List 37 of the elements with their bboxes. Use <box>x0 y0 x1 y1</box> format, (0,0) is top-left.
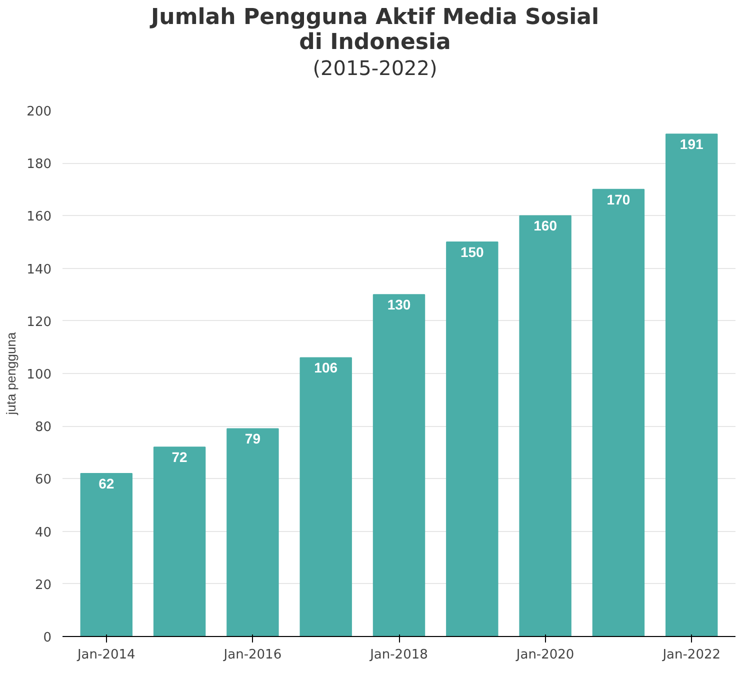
x-tick-label: Jan-2014 <box>76 648 136 662</box>
bar <box>666 134 718 636</box>
y-tick-label: 80 <box>34 420 52 436</box>
chart-subtitle: (2015-2022) <box>312 56 438 80</box>
data-label: 130 <box>387 296 411 313</box>
bar <box>226 428 279 636</box>
y-tick-label: 40 <box>34 525 52 540</box>
x-tick-label: Jan-2022 <box>662 648 721 662</box>
data-label: 160 <box>534 218 558 234</box>
data-label: 62 <box>98 475 114 492</box>
y-tick-label: 120 <box>26 314 52 330</box>
y-tick-label: 160 <box>26 210 52 225</box>
bar <box>153 446 206 636</box>
y-tick-label: 60 <box>34 472 52 488</box>
data-label: 191 <box>680 136 704 152</box>
data-label: 79 <box>244 430 261 447</box>
y-tick-label: 200 <box>26 104 52 120</box>
data-label: 106 <box>314 360 338 376</box>
chart-title: Jumlah Pengguna Aktif Media Sosial di Indonesia <box>148 5 600 56</box>
data-label: 72 <box>172 449 188 466</box>
data-label: 170 <box>606 191 630 208</box>
x-tick-label: Jan-2016 <box>222 648 282 662</box>
data-label: 150 <box>460 244 484 260</box>
y-tick-label: 20 <box>34 578 52 593</box>
bar <box>80 472 132 636</box>
bar <box>446 242 498 636</box>
bar <box>592 188 645 636</box>
bar <box>372 294 426 636</box>
bar <box>519 215 572 636</box>
y-axis-title: juta pengguna <box>4 332 19 416</box>
y-tick-label: 0 <box>43 630 52 646</box>
y-tick-label: 180 <box>26 157 52 172</box>
y-tick-label: 100 <box>26 368 52 382</box>
bar <box>300 357 352 636</box>
x-tick-label: Jan-2020 <box>515 648 574 662</box>
x-tick-label: Jan-2018 <box>369 648 428 662</box>
y-tick-label: 140 <box>26 262 52 278</box>
